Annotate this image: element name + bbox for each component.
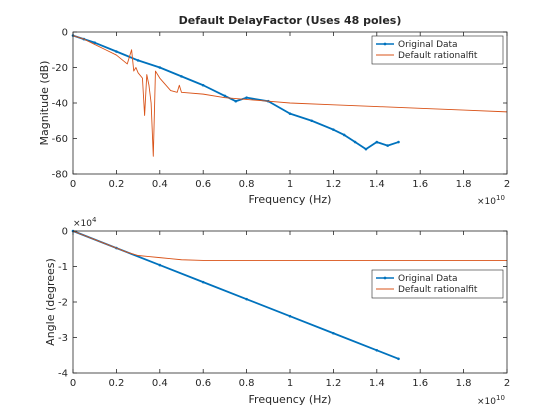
magnitude-subplot: Default DelayFactor (Uses 48 poles) 0 0.2… xyxy=(38,14,510,207)
angle-data-point xyxy=(245,297,248,301)
magnitude-data-point xyxy=(332,128,335,131)
magnitude-data-point xyxy=(353,140,357,144)
magnitude-x-exponent-power: 10 xyxy=(496,194,505,202)
magnitude-data-point xyxy=(364,147,368,151)
magnitude-x-tick-label: 1.2 xyxy=(325,179,341,190)
magnitude-x-exponent: ×1010 xyxy=(477,194,505,207)
magnitude-data-point xyxy=(386,144,389,147)
angle-x-tick-label: 1.8 xyxy=(456,378,472,389)
angle-data-point xyxy=(288,314,292,318)
magnitude-x-tick-label: 0.2 xyxy=(108,179,124,190)
magnitude-data-point xyxy=(223,94,227,98)
magnitude-series-layer xyxy=(71,34,508,157)
angle-x-tick-label: 1 xyxy=(287,378,293,389)
magnitude-legend-label: Default rationalfit xyxy=(398,51,478,61)
angle-x-tick-label: 0.8 xyxy=(239,378,255,389)
magnitude-chart-title: Default DelayFactor (Uses 48 poles) xyxy=(179,14,402,27)
magnitude-y-tick-label: -80 xyxy=(52,170,68,181)
magnitude-data-point xyxy=(115,50,118,53)
angle-legend-marker xyxy=(383,276,387,280)
angle-y-axis-label: Angle (degrees) xyxy=(44,258,57,346)
magnitude-data-point xyxy=(180,75,183,78)
angle-plot-area xyxy=(73,231,507,373)
angle-x-ticks: 0 0.2 0.4 0.6 0.8 1 1.2 1.4 1.6 1.8 2 xyxy=(70,231,510,389)
magnitude-data-point xyxy=(93,41,96,44)
angle-x-tick-label: 1.2 xyxy=(325,378,341,389)
magnitude-legend-box xyxy=(371,35,504,65)
angle-x-tick-label: 1.4 xyxy=(369,378,385,389)
angle-x-tick-label: 0.2 xyxy=(108,378,124,389)
magnitude-x-ticks: 0 0.2 0.4 0.6 0.8 1 1.2 1.4 1.6 1.8 2 xyxy=(70,32,510,190)
magnitude-y-axis-label: Magnitude (dB) xyxy=(38,61,51,146)
angle-subplot: 0 0.2 0.4 0.6 0.8 1 1.2 1.4 1.6 1.8 2 -4 -3 -2 -1 0 Fr… xyxy=(44,216,510,407)
magnitude-data-point xyxy=(375,140,379,144)
angle-series-default-rationalfit xyxy=(72,230,507,261)
angle-data-point xyxy=(158,263,162,267)
angle-x-axis-label: Frequency (Hz) xyxy=(249,393,332,406)
magnitude-data-point xyxy=(342,133,346,137)
angle-series-layer xyxy=(71,229,507,361)
angle-y-tick-label: -1 xyxy=(58,262,68,273)
angle-x-tick-label: 0 xyxy=(70,378,76,389)
angle-data-point xyxy=(397,357,400,361)
angle-y-tick-label: -3 xyxy=(58,333,68,344)
magnitude-data-point xyxy=(245,96,248,99)
angle-x-exponent-power: 10 xyxy=(496,394,505,402)
magnitude-x-tick-label: 0.8 xyxy=(239,179,255,190)
magnitude-y-tick-label: -20 xyxy=(52,63,68,74)
magnitude-data-point xyxy=(397,140,400,144)
magnitude-data-point xyxy=(288,112,292,115)
magnitude-data-point xyxy=(136,59,140,62)
angle-x-tick-label: 0.6 xyxy=(195,378,211,389)
angle-legend-label: Default rationalfit xyxy=(398,285,478,295)
magnitude-y-tick-label: -60 xyxy=(52,134,68,145)
magnitude-x-exponent-base: ×10 xyxy=(477,197,496,207)
magnitude-data-point xyxy=(158,66,162,69)
magnitude-x-tick-label: 0.6 xyxy=(195,179,211,190)
angle-x-exponent-base: ×10 xyxy=(477,397,496,407)
angle-x-tick-label: 0.4 xyxy=(152,378,168,389)
magnitude-data-point xyxy=(201,83,205,87)
angle-y-tick-label: -4 xyxy=(58,369,68,380)
magnitude-y-tick-label: 0 xyxy=(62,28,68,39)
magnitude-x-tick-label: 1.8 xyxy=(456,179,472,190)
angle-data-point xyxy=(201,280,205,284)
angle-x-exponent: ×1010 xyxy=(477,394,505,407)
angle-x-tick-label: 2 xyxy=(504,378,510,389)
magnitude-x-tick-label: 1.4 xyxy=(369,179,385,190)
angle-y-exponent: ×104 xyxy=(73,216,97,229)
angle-y-exponent-power: 4 xyxy=(92,216,97,224)
angle-legend-box xyxy=(371,269,504,299)
angle-legend-label: Original Data xyxy=(398,274,458,284)
magnitude-x-tick-label: 0 xyxy=(70,179,76,190)
magnitude-legend-marker xyxy=(383,42,387,46)
magnitude-legend-label: Original Data xyxy=(398,40,458,50)
magnitude-x-tick-label: 0.4 xyxy=(152,179,168,190)
angle-data-point xyxy=(332,331,335,335)
magnitude-y-tick-label: -40 xyxy=(52,99,68,110)
angle-y-tick-label: 0 xyxy=(62,227,68,238)
magnitude-y-ticks: -80 -60 -40 -20 0 xyxy=(52,28,507,181)
angle-x-tick-label: 1.6 xyxy=(412,378,428,389)
angle-y-exponent-base: ×10 xyxy=(73,219,92,229)
magnitude-data-point xyxy=(234,99,238,103)
magnitude-data-point xyxy=(310,119,314,123)
magnitude-x-tick-label: 2 xyxy=(504,179,510,190)
angle-y-ticks: -4 -3 -2 -1 0 xyxy=(58,227,507,380)
magnitude-series-default-rationalfit xyxy=(72,35,508,157)
angle-y-tick-label: -2 xyxy=(58,298,68,309)
magnitude-x-tick-label: 1.6 xyxy=(412,179,428,190)
magnitude-x-tick-label: 1 xyxy=(287,179,293,190)
angle-data-point xyxy=(375,348,379,352)
magnitude-x-axis-label: Frequency (Hz) xyxy=(249,193,332,206)
